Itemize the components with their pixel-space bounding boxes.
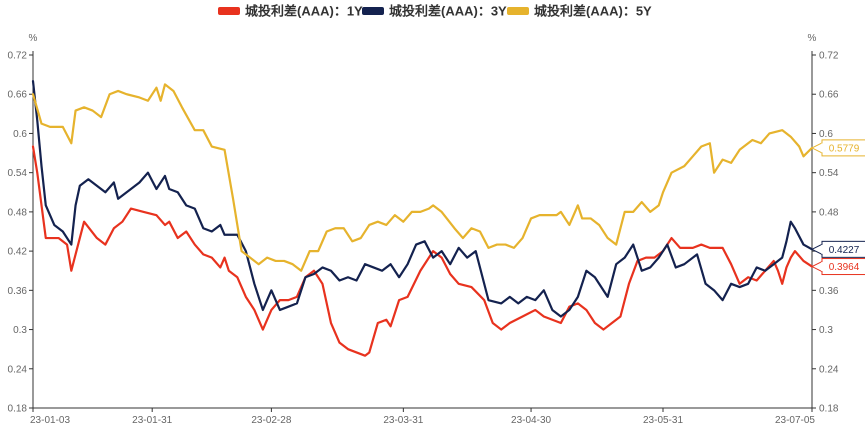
y-tick-label-right: 0.3 — [819, 325, 833, 336]
legend-swatch-2[interactable] — [362, 7, 384, 15]
series-layer — [31, 80, 814, 357]
x-tick-label: 23-01-03 — [30, 415, 70, 426]
y-tick-label-right: 0.66 — [819, 90, 839, 101]
y-tick-label-left: 0.72 — [8, 51, 28, 62]
y-tick-label-right: 0.24 — [819, 364, 839, 375]
y-tick-label-right: 0.36 — [819, 286, 839, 297]
y-tick-label-right: 0.72 — [819, 51, 839, 62]
x-tick-label: 23-05-31 — [643, 415, 683, 426]
x-tick-label: 23-04-30 — [511, 415, 551, 426]
legend-label-1[interactable]: 城投利差(AAA)：1Y — [245, 4, 363, 19]
y-tick-label-left: 0.54 — [8, 168, 28, 179]
x-tick-label: 23-03-31 — [383, 415, 423, 426]
end-label-pointer-3 — [810, 142, 823, 154]
axes: 0.180.180.240.240.30.30.360.360.420.420.… — [8, 51, 839, 427]
y-tick-label-left: 0.6 — [13, 129, 27, 140]
y-tick-label-left: 0.66 — [8, 90, 28, 101]
y-unit-left: % — [29, 33, 38, 44]
y-tick-label-right: 0.54 — [819, 168, 839, 179]
y-unit-right: % — [808, 33, 817, 44]
end-labels: 0.3964 0.4227 0.5779 — [810, 139, 865, 276]
legend-swatch-3[interactable] — [507, 7, 529, 15]
legend[interactable]: 城投利差(AAA)：1Y 城投利差(AAA)：3Y 城投利差(AAA)：5Y — [218, 4, 652, 19]
y-tick-label-left: 0.18 — [8, 404, 28, 415]
x-tick-label: 23-07-05 — [775, 415, 815, 426]
series-line-3 — [31, 83, 814, 272]
end-label-pointer-1 — [810, 260, 823, 273]
y-tick-label-left: 0.24 — [8, 364, 28, 375]
legend-swatch-1[interactable] — [218, 7, 240, 15]
y-tick-label-right: 0.18 — [819, 404, 839, 415]
x-tick-label: 23-02-28 — [251, 415, 291, 426]
end-label-3: 0.5779 — [829, 143, 860, 154]
y-tick-label-left: 0.3 — [13, 325, 27, 336]
end-label-pointer-2 — [810, 243, 823, 256]
y-tick-label-left: 0.48 — [8, 207, 28, 218]
series-line-1 — [31, 145, 814, 357]
end-label-2: 0.4227 — [829, 245, 860, 256]
y-tick-label-right: 0.48 — [819, 207, 839, 218]
y-tick-label-left: 0.42 — [8, 247, 28, 258]
y-tick-label-left: 0.36 — [8, 286, 28, 297]
y-tick-label-right: 0.6 — [819, 129, 833, 140]
x-tick-label: 23-01-31 — [132, 415, 172, 426]
end-label-1: 0.3964 — [829, 262, 860, 273]
legend-label-2[interactable]: 城投利差(AAA)：3Y — [389, 4, 507, 19]
legend-label-3[interactable]: 城投利差(AAA)：5Y — [534, 4, 652, 19]
series-line-2 — [31, 80, 814, 318]
